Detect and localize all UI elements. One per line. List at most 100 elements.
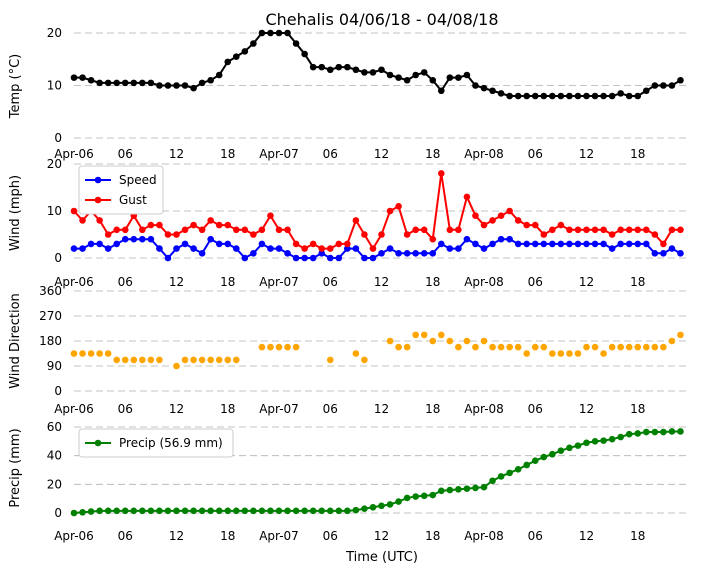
legend-swatch-marker: [94, 439, 102, 447]
data-point: [514, 92, 522, 100]
data-point: [634, 430, 642, 437]
legend-label: Precip (56.9 mm): [119, 436, 223, 450]
data-point: [344, 240, 351, 248]
data-point: [523, 240, 531, 248]
data-point: [489, 343, 496, 351]
data-point: [352, 217, 360, 224]
data-point: [429, 235, 437, 243]
data-point: [660, 240, 667, 248]
data-point: [617, 90, 624, 97]
data-point: [79, 508, 86, 516]
data-point: [395, 250, 402, 257]
data-point: [207, 217, 214, 224]
legend-swatch-marker: [94, 176, 102, 184]
data-point: [677, 76, 684, 84]
y-axis-label: Wind (mph): [8, 175, 23, 251]
data-point: [318, 63, 326, 71]
data-point: [617, 226, 624, 234]
data-point: [412, 493, 419, 500]
data-point: [531, 240, 539, 248]
data-point: [121, 226, 129, 234]
x-tick-label: Apr-06: [54, 147, 94, 161]
data-point: [540, 231, 548, 238]
data-point: [207, 235, 214, 243]
data-point: [437, 87, 445, 95]
data-point: [506, 343, 513, 351]
data-point: [403, 250, 411, 257]
data-point: [139, 507, 146, 515]
y-tick-label: 0: [54, 384, 62, 398]
data-point: [634, 343, 642, 351]
data-point: [455, 74, 462, 81]
data-point: [326, 66, 334, 74]
data-point: [557, 240, 565, 248]
data-point: [497, 90, 505, 97]
data-point: [437, 331, 445, 339]
data-point: [514, 217, 522, 224]
data-point: [557, 92, 565, 100]
data-point: [378, 66, 385, 74]
y-tick-label: 90: [47, 359, 62, 373]
data-point: [668, 337, 676, 345]
data-point: [224, 221, 232, 229]
x-tick-label: 18: [425, 275, 440, 289]
data-point: [642, 240, 650, 248]
data-point: [309, 254, 317, 262]
data-point: [574, 240, 582, 248]
data-point: [113, 356, 121, 364]
data-point: [412, 250, 419, 257]
data-point: [198, 250, 206, 257]
data-point: [634, 226, 642, 234]
data-point: [514, 465, 522, 473]
data-point: [139, 235, 146, 243]
data-point: [70, 509, 78, 517]
data-point: [608, 92, 616, 100]
data-point: [275, 343, 283, 351]
x-tick-label: 06: [323, 529, 338, 543]
data-point: [198, 507, 206, 515]
data-point: [506, 207, 513, 215]
x-tick-label: Apr-06: [54, 529, 94, 543]
data-point: [455, 245, 462, 252]
data-point: [224, 240, 232, 248]
data-point: [164, 82, 172, 89]
data-point: [557, 447, 565, 454]
data-point: [412, 226, 419, 234]
y-tick-label: 20: [47, 157, 62, 171]
data-point: [497, 235, 505, 243]
x-tick-label: 18: [425, 402, 440, 416]
x-tick-label: 06: [118, 147, 133, 161]
data-point: [472, 484, 479, 492]
data-point: [540, 92, 548, 100]
data-point: [455, 226, 462, 234]
data-point: [403, 494, 411, 502]
data-point: [523, 461, 531, 469]
data-point: [625, 226, 633, 234]
x-tick-label: 06: [118, 529, 133, 543]
data-point: [634, 240, 642, 248]
data-point: [583, 226, 590, 234]
x-tick-label: Apr-08: [464, 147, 504, 161]
data-point: [531, 92, 539, 100]
data-point: [318, 507, 326, 515]
data-point: [455, 343, 462, 351]
legend-label: Gust: [119, 193, 147, 207]
data-point: [566, 444, 573, 452]
data-point: [96, 217, 103, 224]
x-tick-label: 06: [118, 275, 133, 289]
data-point: [660, 428, 667, 436]
x-tick-label: 18: [630, 402, 645, 416]
x-tick-label: 18: [425, 147, 440, 161]
data-point: [420, 331, 428, 339]
data-point: [651, 82, 659, 89]
data-point: [139, 79, 146, 87]
data-point: [437, 487, 445, 495]
data-point: [301, 245, 308, 252]
data-point: [164, 231, 172, 238]
y-axis-label: Temp (°C): [8, 54, 23, 120]
data-point: [600, 226, 607, 234]
data-point: [497, 473, 505, 480]
data-point: [232, 245, 240, 252]
data-point: [250, 250, 257, 257]
data-point: [139, 356, 146, 364]
